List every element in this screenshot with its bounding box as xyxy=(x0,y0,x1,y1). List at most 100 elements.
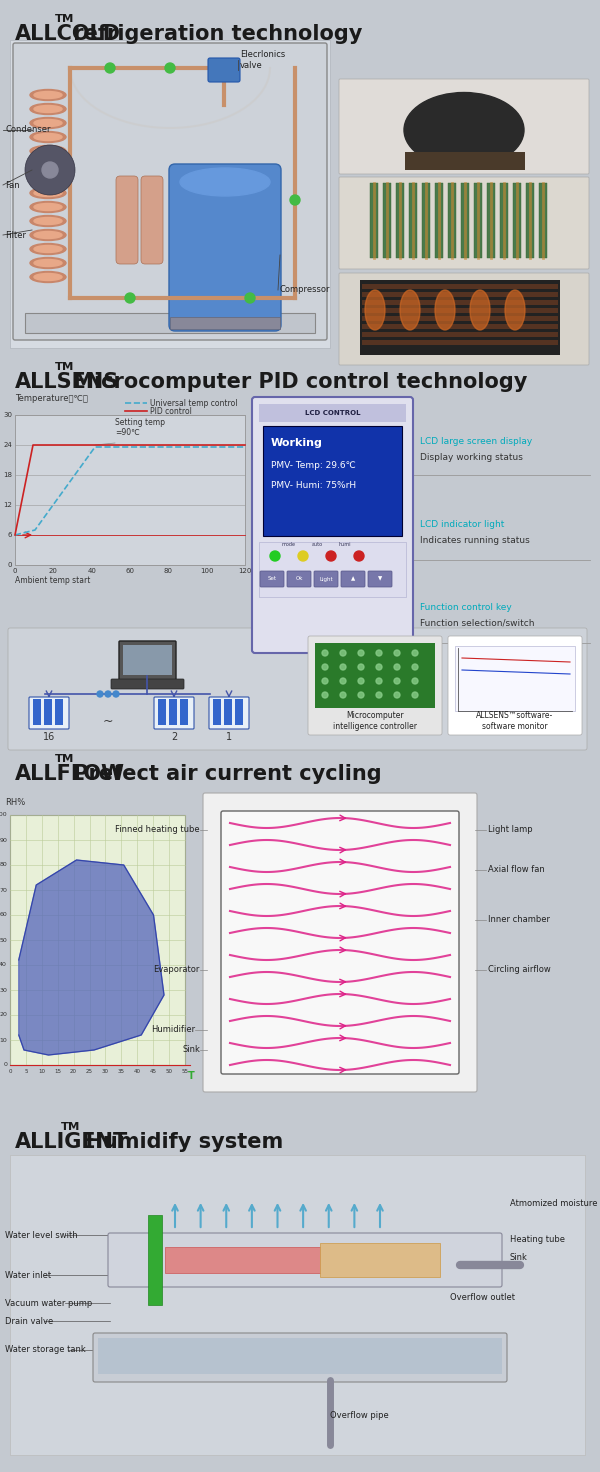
Ellipse shape xyxy=(30,202,66,212)
Polygon shape xyxy=(19,860,164,1055)
Bar xyxy=(165,1247,425,1273)
Circle shape xyxy=(340,692,346,698)
Ellipse shape xyxy=(34,91,62,99)
Text: Sink: Sink xyxy=(182,1045,200,1054)
Ellipse shape xyxy=(30,271,66,283)
Circle shape xyxy=(358,651,364,657)
Ellipse shape xyxy=(30,118,66,128)
Circle shape xyxy=(326,551,336,561)
FancyBboxPatch shape xyxy=(260,571,284,587)
Text: Vacuum water pump: Vacuum water pump xyxy=(5,1298,92,1307)
Wedge shape xyxy=(25,146,75,194)
Bar xyxy=(362,284,558,289)
Text: Heating tube: Heating tube xyxy=(510,1235,565,1244)
Text: 50: 50 xyxy=(0,938,7,942)
FancyBboxPatch shape xyxy=(341,571,365,587)
Circle shape xyxy=(394,664,400,670)
Bar xyxy=(526,183,534,258)
Text: 40: 40 xyxy=(134,1069,141,1075)
Ellipse shape xyxy=(30,215,66,227)
Bar xyxy=(461,183,469,258)
Ellipse shape xyxy=(34,190,62,196)
Circle shape xyxy=(412,664,418,670)
Ellipse shape xyxy=(34,106,62,112)
Bar xyxy=(487,183,495,258)
Text: Sink: Sink xyxy=(510,1253,528,1262)
Text: 0: 0 xyxy=(3,1063,7,1067)
Bar xyxy=(44,699,52,726)
Bar xyxy=(10,40,330,347)
Bar xyxy=(405,152,525,169)
Text: ALLCOLD: ALLCOLD xyxy=(15,24,121,44)
Text: 5: 5 xyxy=(24,1069,28,1075)
Text: mode: mode xyxy=(282,542,296,548)
Ellipse shape xyxy=(365,290,385,330)
Circle shape xyxy=(358,692,364,698)
Text: ~: ~ xyxy=(103,715,113,729)
Text: ▼: ▼ xyxy=(378,577,382,581)
Text: 100: 100 xyxy=(200,568,214,574)
Text: Universal temp control: Universal temp control xyxy=(150,399,238,408)
Bar xyxy=(123,645,172,676)
Ellipse shape xyxy=(34,246,62,253)
FancyBboxPatch shape xyxy=(339,272,589,365)
FancyBboxPatch shape xyxy=(169,163,281,331)
FancyBboxPatch shape xyxy=(111,679,184,689)
Ellipse shape xyxy=(34,274,62,281)
Text: 20: 20 xyxy=(49,568,58,574)
Text: Overflow pipe: Overflow pipe xyxy=(330,1410,389,1419)
FancyBboxPatch shape xyxy=(221,811,459,1075)
Bar xyxy=(55,699,63,726)
Text: 80: 80 xyxy=(0,863,7,867)
FancyBboxPatch shape xyxy=(108,1234,502,1287)
Ellipse shape xyxy=(34,203,62,210)
Circle shape xyxy=(340,679,346,684)
Bar xyxy=(383,183,391,258)
Text: Light: Light xyxy=(319,577,333,581)
Text: Setting temp
=90℃: Setting temp =90℃ xyxy=(115,418,165,437)
Circle shape xyxy=(354,551,364,561)
Circle shape xyxy=(125,293,135,303)
Text: Condenser: Condenser xyxy=(5,125,50,134)
Text: Overflow outlet: Overflow outlet xyxy=(450,1292,515,1301)
Circle shape xyxy=(290,194,300,205)
Ellipse shape xyxy=(505,290,525,330)
Bar xyxy=(362,316,558,321)
Circle shape xyxy=(394,679,400,684)
Text: 10: 10 xyxy=(0,1038,7,1042)
Text: ▲: ▲ xyxy=(351,577,355,581)
Text: Elecrlonics
valve: Elecrlonics valve xyxy=(240,50,285,69)
Text: 30: 30 xyxy=(0,988,7,992)
Bar xyxy=(315,643,435,708)
Circle shape xyxy=(412,651,418,657)
Bar xyxy=(500,183,508,258)
Circle shape xyxy=(105,63,115,74)
Circle shape xyxy=(358,664,364,670)
Text: LCD large screen display: LCD large screen display xyxy=(420,437,532,446)
Circle shape xyxy=(394,692,400,698)
Text: Temperature（℃）: Temperature（℃） xyxy=(15,394,88,403)
Ellipse shape xyxy=(400,290,420,330)
FancyBboxPatch shape xyxy=(154,698,194,729)
Circle shape xyxy=(322,679,328,684)
Text: 0: 0 xyxy=(7,562,12,568)
FancyBboxPatch shape xyxy=(203,793,477,1092)
Ellipse shape xyxy=(30,131,66,143)
Bar xyxy=(224,699,232,726)
Bar xyxy=(10,1156,585,1454)
Ellipse shape xyxy=(30,103,66,115)
Bar xyxy=(259,542,406,598)
Bar xyxy=(362,340,558,344)
Circle shape xyxy=(42,162,58,178)
Text: Inner chamber: Inner chamber xyxy=(488,916,550,924)
Bar xyxy=(362,291,558,297)
Text: 40: 40 xyxy=(87,568,96,574)
Ellipse shape xyxy=(30,90,66,100)
Bar xyxy=(362,324,558,330)
Bar xyxy=(235,699,243,726)
FancyBboxPatch shape xyxy=(368,571,392,587)
Text: ALLFLOW: ALLFLOW xyxy=(15,764,125,783)
Bar xyxy=(263,425,402,536)
Text: Finned heating tube: Finned heating tube xyxy=(115,826,200,835)
Text: Working: Working xyxy=(271,439,323,447)
